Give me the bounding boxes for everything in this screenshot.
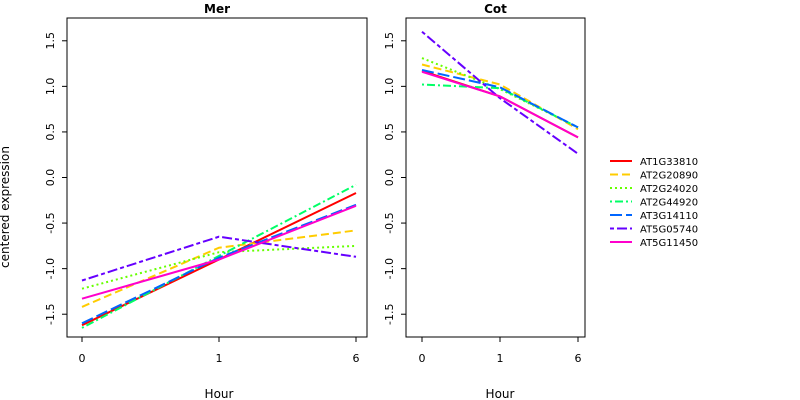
legend-label: AT5G11450 — [640, 238, 698, 249]
y-tick-label: 0.5 — [383, 123, 396, 141]
y-tick-label: -1.5 — [383, 303, 396, 324]
y-tick-label: 0.0 — [383, 169, 396, 187]
series-line-at2g44920 — [81, 183, 357, 329]
legend-label: AT5G05740 — [640, 225, 698, 236]
x-tick-label: 1 — [497, 352, 504, 365]
series-line-at5g05740 — [81, 235, 357, 282]
panel-title: Cot — [484, 2, 507, 16]
series-line-at1g33810 — [421, 69, 579, 139]
x-axis-label-mer: Hour — [205, 387, 234, 400]
legend-label: AT2G20890 — [640, 171, 698, 182]
legend-label: AT2G24020 — [640, 184, 698, 195]
y-tick-label: -1.0 — [383, 258, 396, 279]
series-line-at5g05740 — [421, 30, 579, 155]
y-tick-label: 0.5 — [44, 123, 57, 141]
x-tick-label: 6 — [575, 352, 582, 365]
y-tick-label: 0.0 — [44, 169, 57, 187]
y-tick-label: -1.0 — [44, 258, 57, 279]
x-axis-label-cot: Hour — [486, 387, 515, 400]
legend-label: AT2G44920 — [640, 198, 698, 209]
y-tick-label: -0.5 — [44, 212, 57, 233]
plot-frame — [405, 17, 586, 338]
series-line-at2g20890 — [81, 229, 357, 308]
series-line-at5g11450 — [81, 204, 357, 300]
panel-cot: Cot -1.5 -1.0 -0.5 0.0 0.5 1.0 1.5 0 1 6 — [383, 2, 586, 365]
panel-mer: Mer -1.5 -1.0 -0.5 0.0 0.5 1.0 1.5 0 1 6 — [44, 2, 368, 365]
legend-label: AT1G33810 — [640, 157, 698, 168]
x-tick-label: 1 — [216, 352, 223, 365]
y-tick-label: 1.5 — [44, 32, 57, 50]
y-tick-label: 1.0 — [44, 78, 57, 96]
x-tick-label: 0 — [419, 352, 426, 365]
y-tick-label: 1.5 — [383, 32, 396, 50]
y-tick-label: -1.5 — [44, 303, 57, 324]
series-line-at3g14110 — [81, 203, 357, 325]
x-tick-label: 0 — [79, 352, 86, 365]
series-line-at2g20890 — [421, 63, 579, 131]
series-line-at2g24020 — [421, 57, 579, 129]
y-tick-label: -0.5 — [383, 212, 396, 233]
series-line-at2g44920 — [421, 83, 579, 129]
y-axis-label: centered expression — [0, 146, 12, 268]
panel-title: Mer — [204, 2, 230, 16]
y-tick-label: 1.0 — [383, 78, 396, 96]
series-line-at5g11450 — [421, 70, 579, 139]
series-line-at2g24020 — [81, 244, 357, 290]
series-line-at3g14110 — [421, 69, 579, 129]
legend-label: AT3G14110 — [640, 211, 698, 222]
x-tick-label: 6 — [353, 352, 360, 365]
legend: AT1G33810 AT2G20890 AT2G24020 AT2G44920 AT3G… — [610, 157, 698, 249]
